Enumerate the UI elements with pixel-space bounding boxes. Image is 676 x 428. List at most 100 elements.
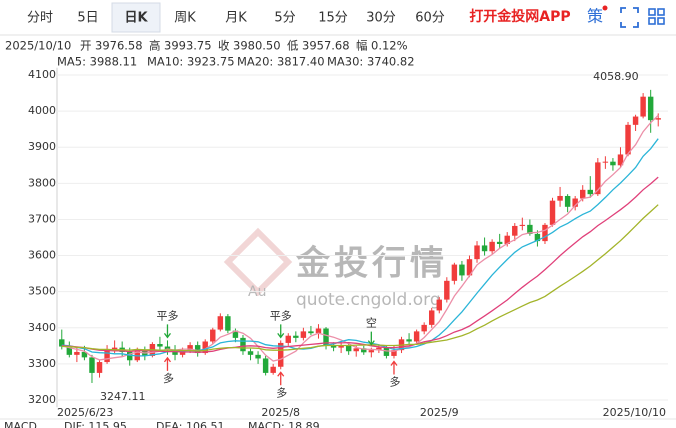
candle-body — [564, 195, 571, 207]
candle-body — [602, 161, 609, 163]
candle-body — [489, 241, 495, 252]
tab[interactable]: 分时 — [27, 11, 53, 26]
candle-body — [315, 328, 322, 334]
candle-body — [202, 341, 208, 354]
candle-body — [74, 351, 80, 355]
candle-body — [134, 350, 140, 361]
signal-label: 多 — [276, 385, 287, 399]
tab[interactable]: 15分 — [318, 11, 348, 26]
signal-arrow — [163, 356, 171, 371]
ma-line — [61, 138, 659, 357]
info-value: 3957.68 — [302, 39, 350, 53]
candle-body — [187, 345, 193, 351]
y-tick-label: 3500 — [28, 285, 56, 298]
signal-arrow — [390, 360, 398, 375]
candle-body — [451, 264, 458, 281]
tab[interactable]: 30分 — [366, 11, 396, 26]
signal-arrow — [163, 324, 171, 339]
signal-arrow — [367, 331, 375, 346]
candle-body — [444, 280, 450, 300]
candle-body — [338, 345, 344, 348]
candle-body — [383, 347, 390, 356]
candle-body — [625, 124, 631, 155]
candle-body — [308, 331, 314, 334]
signal-arrow — [277, 371, 285, 386]
tab[interactable]: 月K — [225, 11, 247, 26]
y-tick-label: 3800 — [28, 176, 56, 189]
candle-body — [376, 347, 382, 351]
candle-body — [391, 350, 397, 356]
candle-body — [59, 339, 65, 347]
macd-value: DIF: 115.95 — [64, 420, 127, 428]
signal-label: 多 — [389, 374, 400, 388]
grid-icon[interactable] — [648, 8, 665, 25]
candle-body — [459, 264, 465, 276]
candle-body — [481, 245, 488, 252]
badge-dot — [602, 5, 608, 11]
signal-label: 多 — [163, 371, 174, 385]
candle-body — [96, 362, 103, 373]
tab[interactable]: 60分 — [415, 11, 445, 26]
watermark-title: 金投行情 — [295, 244, 448, 284]
y-tick-label: 3600 — [28, 249, 56, 262]
candle-body — [655, 118, 661, 120]
candle-body — [406, 339, 412, 342]
tab[interactable]: 日K — [124, 11, 148, 26]
tab[interactable]: 周K — [174, 11, 196, 26]
info-label: 开 — [80, 39, 92, 53]
candle-body — [111, 347, 118, 350]
candle-body — [210, 329, 216, 342]
candle-body — [89, 357, 95, 373]
candle-body — [293, 335, 299, 338]
legend-entry: MA10: 3923.75 — [147, 55, 235, 69]
info-value: 3993.75 — [164, 39, 212, 53]
tab[interactable]: 5分 — [274, 11, 295, 26]
tab-selected-bg — [111, 2, 161, 33]
candle-body — [345, 345, 352, 352]
candle-body — [157, 344, 163, 347]
candle-body — [255, 354, 261, 359]
candle-body — [66, 346, 73, 355]
legend-entry: MA30: 3740.82 — [327, 55, 415, 69]
signal-label: 平多 — [270, 308, 292, 322]
candle-body — [247, 351, 254, 355]
signal-arrow — [277, 324, 285, 339]
candle-body — [262, 358, 269, 373]
tab[interactable]: 5日 — [77, 11, 98, 26]
candle-body — [232, 330, 239, 338]
candle-body — [640, 96, 646, 117]
fullscreen-icon[interactable] — [620, 7, 639, 28]
ma-line — [61, 176, 659, 353]
candle-body — [217, 316, 224, 330]
candle-body — [436, 299, 442, 311]
info-label: 收 — [218, 39, 230, 53]
y-tick-label: 4100 — [28, 68, 56, 81]
candle-body — [542, 224, 548, 242]
y-tick-label: 3700 — [28, 212, 56, 225]
strategy-icon[interactable]: 策 — [587, 7, 603, 26]
candle-body — [466, 259, 473, 276]
info-label: 低 — [287, 39, 299, 53]
ma-line — [61, 114, 659, 362]
candle-body — [496, 241, 503, 244]
max-label: 4058.90 — [593, 70, 639, 83]
watermark-logo — [223, 227, 293, 297]
candle-body — [587, 189, 593, 195]
candle-body — [81, 351, 88, 358]
app-link[interactable]: 打开金投网APP — [469, 8, 570, 25]
candle-body — [617, 154, 624, 166]
ma-line — [61, 204, 659, 352]
candle-body — [572, 198, 578, 207]
y-tick-label: 3300 — [28, 357, 56, 370]
info-value: 3976.58 — [95, 39, 143, 53]
candle-body — [610, 161, 616, 166]
candle-body — [278, 342, 284, 367]
x-tick-label: 2025/8 — [261, 406, 300, 419]
candle-body — [632, 116, 639, 125]
candle-body — [527, 224, 533, 234]
info-date: 2025/10/10 — [5, 39, 71, 53]
info-value: 3980.50 — [233, 39, 281, 53]
candle-body — [580, 189, 586, 199]
candle-body — [519, 224, 526, 226]
